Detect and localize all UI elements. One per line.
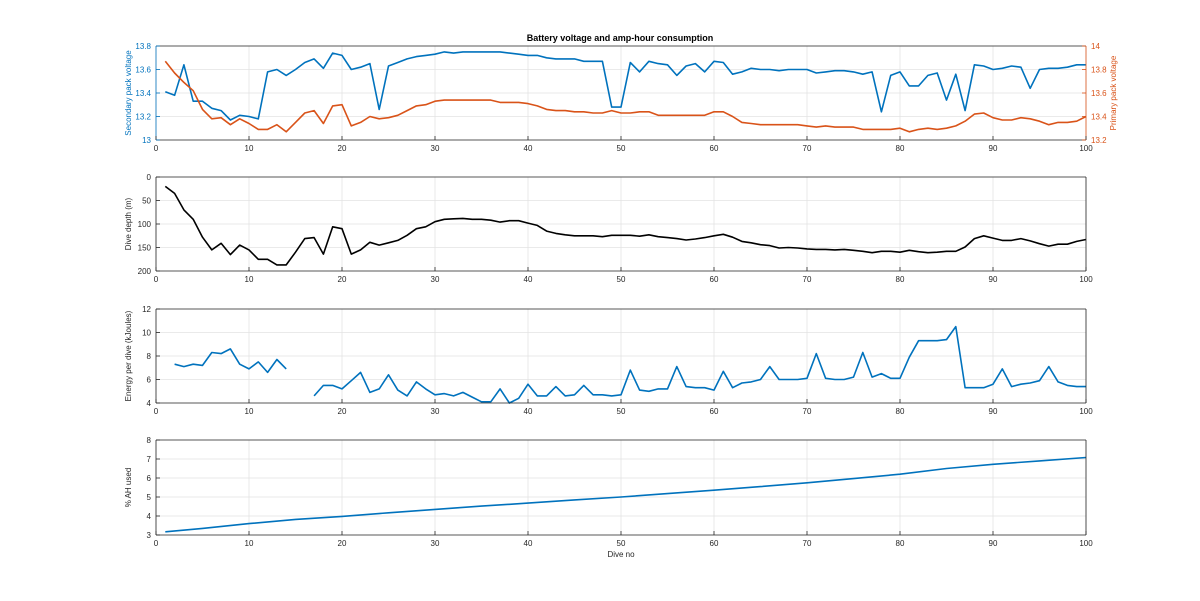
y-tick-label: 13 [142,136,151,145]
x-tick-label: 90 [989,144,998,153]
y-tick-label: 7 [147,455,152,464]
y-tick-label: 13.2 [135,113,151,122]
x-tick-label: 20 [338,407,347,416]
x-tick-label: 50 [617,539,626,548]
series-line-1 [174,325,1086,404]
x-tick-label: 0 [154,407,159,416]
x-tick-label: 80 [896,539,905,548]
x-tick-label: 100 [1079,407,1093,416]
y-tick-label: 10 [142,329,151,338]
y-tick-label: 5 [147,493,152,502]
x-tick-label: 70 [803,144,812,153]
x-tick-label: 90 [989,407,998,416]
y-tick-label: 150 [138,244,152,253]
x-tick-label: 100 [1079,144,1093,153]
x-tick-label: 50 [617,407,626,416]
x-tick-label: 40 [524,539,533,548]
x-tick-label: 60 [710,539,719,548]
y-tick-label: 12 [142,305,151,314]
x-tick-label: 10 [245,275,254,284]
x-tick-label: 30 [431,144,440,153]
x-tick-label: 70 [803,407,812,416]
y-tick-label: 6 [147,474,152,483]
x-tick-label: 40 [524,144,533,153]
y-tick-label: 6 [147,376,152,385]
right-y-tick-label: 13.2 [1091,136,1107,145]
series-line-1 [164,185,1087,266]
x-tick-label: 10 [245,407,254,416]
x-tick-label: 90 [989,539,998,548]
chart-panel-4: 0 10 20 30 40 50 60 70 80 90 100 3 4 5 6 7 8 % AH used Div… [124,436,1093,559]
y-tick-label: 13.4 [135,89,151,98]
y-tick-label: 8 [147,436,152,445]
x-tick-label: 0 [154,275,159,284]
x-tick-label: 30 [431,407,440,416]
x-tick-label: 100 [1079,275,1093,284]
y-axis-label: % AH used [124,468,133,508]
y-axis-label: Dive depth (m) [124,197,133,250]
right-y-axis-label: Primary pack voltage [1109,55,1118,130]
y-tick-label: 200 [138,267,152,276]
x-tick-label: 80 [896,144,905,153]
chart-panel-1: 0 10 20 30 40 50 60 70 80 90 100 13 13.2 13.4 13.6 13.8… [124,42,1118,153]
series-line-1 [165,456,1087,533]
right-y-tick-label: 13.8 [1091,66,1107,75]
x-tick-label: 80 [896,275,905,284]
y-axis-label: Secondary pack voltage [124,50,133,136]
x-tick-label: 70 [803,539,812,548]
y-tick-label: 50 [142,197,151,206]
y-tick-label: 13.6 [135,66,151,75]
x-tick-label: 10 [245,144,254,153]
y-axis-label: Energy per dive (kJoules) [124,310,133,401]
y-tick-label: 3 [147,531,152,540]
right-y-tick-label: 13.4 [1091,113,1107,122]
series-line-2 [164,60,1087,133]
x-tick-label: 70 [803,275,812,284]
x-tick-label: 60 [710,144,719,153]
y-tick-label: 8 [147,352,152,361]
right-y-tick-label: 14 [1091,42,1100,51]
y-tick-label: 4 [147,399,152,408]
chart-title: Battery voltage and amp-hour consumption [527,33,714,43]
x-tick-label: 40 [524,275,533,284]
x-tick-label: 60 [710,275,719,284]
y-tick-label: 0 [147,173,152,182]
x-axis-label: Dive no [607,550,635,559]
x-tick-label: 40 [524,407,533,416]
x-tick-label: 0 [154,144,159,153]
right-y-tick-label: 13.6 [1091,89,1107,98]
x-tick-label: 90 [989,275,998,284]
x-tick-label: 50 [617,144,626,153]
x-tick-label: 20 [338,275,347,284]
x-tick-label: 30 [431,539,440,548]
y-tick-label: 100 [138,220,152,229]
x-tick-label: 10 [245,539,254,548]
chart-panel-3: 0 10 20 30 40 50 60 70 80 90 100 4 6 8 10 12 Energy per … [124,305,1093,416]
y-tick-label: 4 [147,512,152,521]
series-line-1 [165,51,1086,121]
x-tick-label: 30 [431,275,440,284]
x-tick-label: 0 [154,539,159,548]
y-tick-label: 13.8 [135,42,151,51]
x-tick-label: 60 [710,407,719,416]
x-tick-label: 20 [338,144,347,153]
x-tick-label: 20 [338,539,347,548]
x-tick-label: 100 [1079,539,1093,548]
chart-panel-2: 0 10 20 30 40 50 60 70 80 90 100 0 50 100 150 200 Dive d… [124,173,1093,284]
x-tick-label: 80 [896,407,905,416]
x-tick-label: 50 [617,275,626,284]
